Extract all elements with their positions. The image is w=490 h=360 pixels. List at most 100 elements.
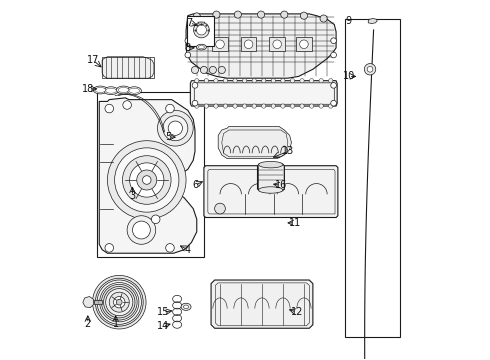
Text: 5: 5: [165, 132, 172, 142]
Circle shape: [243, 104, 247, 108]
Ellipse shape: [93, 86, 107, 94]
Circle shape: [130, 163, 164, 197]
Circle shape: [194, 22, 209, 38]
Circle shape: [216, 40, 224, 49]
Circle shape: [200, 66, 207, 73]
Circle shape: [93, 275, 146, 329]
Text: 6: 6: [192, 180, 198, 190]
Circle shape: [192, 82, 198, 88]
Ellipse shape: [118, 87, 129, 93]
Text: 18: 18: [82, 84, 95, 94]
Circle shape: [233, 78, 237, 83]
Circle shape: [329, 78, 333, 83]
Circle shape: [331, 82, 337, 88]
Circle shape: [97, 280, 142, 324]
Ellipse shape: [127, 87, 142, 95]
Bar: [97, 93, 204, 257]
Text: 12: 12: [291, 307, 303, 317]
Circle shape: [204, 104, 208, 108]
Circle shape: [213, 11, 220, 18]
Polygon shape: [211, 280, 313, 328]
Circle shape: [115, 148, 179, 212]
Text: 11: 11: [289, 218, 301, 228]
Circle shape: [123, 101, 131, 109]
Circle shape: [223, 104, 228, 108]
Circle shape: [214, 78, 218, 83]
Circle shape: [319, 104, 323, 108]
Bar: [102, 57, 154, 78]
Circle shape: [364, 64, 376, 75]
Bar: [212, 37, 228, 51]
Polygon shape: [186, 14, 336, 78]
Circle shape: [185, 38, 191, 44]
Circle shape: [195, 78, 199, 83]
Circle shape: [252, 78, 256, 83]
Circle shape: [262, 104, 266, 108]
Text: 2: 2: [85, 319, 91, 329]
Circle shape: [215, 203, 225, 214]
Circle shape: [193, 13, 200, 20]
Circle shape: [105, 104, 114, 113]
Circle shape: [258, 11, 265, 18]
Circle shape: [106, 289, 133, 316]
Ellipse shape: [117, 86, 131, 94]
Circle shape: [192, 100, 198, 106]
Polygon shape: [204, 166, 338, 217]
Ellipse shape: [181, 303, 191, 310]
Circle shape: [204, 78, 208, 83]
Circle shape: [300, 12, 308, 19]
Circle shape: [157, 111, 193, 146]
Ellipse shape: [184, 305, 189, 309]
Circle shape: [218, 66, 225, 73]
Ellipse shape: [95, 87, 106, 93]
Circle shape: [127, 216, 156, 244]
Bar: [345, 19, 400, 337]
Polygon shape: [258, 164, 284, 191]
Circle shape: [109, 292, 129, 312]
Text: 16: 16: [274, 180, 287, 190]
Circle shape: [101, 284, 137, 320]
Bar: [296, 37, 312, 51]
Circle shape: [245, 40, 253, 49]
Circle shape: [143, 176, 151, 184]
Circle shape: [331, 38, 337, 44]
Bar: [94, 300, 102, 304]
Polygon shape: [368, 18, 377, 23]
Circle shape: [137, 170, 157, 190]
Text: 8: 8: [184, 43, 190, 53]
Ellipse shape: [198, 45, 204, 49]
Circle shape: [185, 52, 191, 58]
Circle shape: [300, 78, 304, 83]
Ellipse shape: [259, 161, 283, 168]
Text: 4: 4: [185, 245, 191, 255]
Circle shape: [196, 25, 206, 35]
Circle shape: [367, 66, 373, 72]
Circle shape: [234, 11, 242, 18]
Polygon shape: [198, 22, 205, 24]
Polygon shape: [218, 126, 292, 158]
Text: 15: 15: [157, 307, 169, 317]
Polygon shape: [190, 81, 337, 106]
Text: 7: 7: [187, 18, 193, 28]
Polygon shape: [102, 57, 154, 78]
Circle shape: [320, 15, 327, 22]
Circle shape: [233, 104, 237, 108]
Circle shape: [252, 104, 256, 108]
Polygon shape: [83, 297, 94, 308]
Circle shape: [290, 104, 294, 108]
Circle shape: [281, 78, 285, 83]
Circle shape: [107, 141, 186, 219]
Ellipse shape: [196, 44, 206, 50]
Text: 3: 3: [129, 191, 136, 201]
Circle shape: [214, 104, 218, 108]
Circle shape: [310, 104, 314, 108]
Circle shape: [168, 121, 182, 135]
Circle shape: [290, 78, 294, 83]
Text: 13: 13: [282, 147, 294, 157]
Circle shape: [310, 78, 314, 83]
Circle shape: [122, 156, 171, 204]
Polygon shape: [99, 98, 197, 253]
Circle shape: [166, 244, 174, 252]
Circle shape: [192, 66, 198, 73]
Circle shape: [105, 244, 114, 252]
